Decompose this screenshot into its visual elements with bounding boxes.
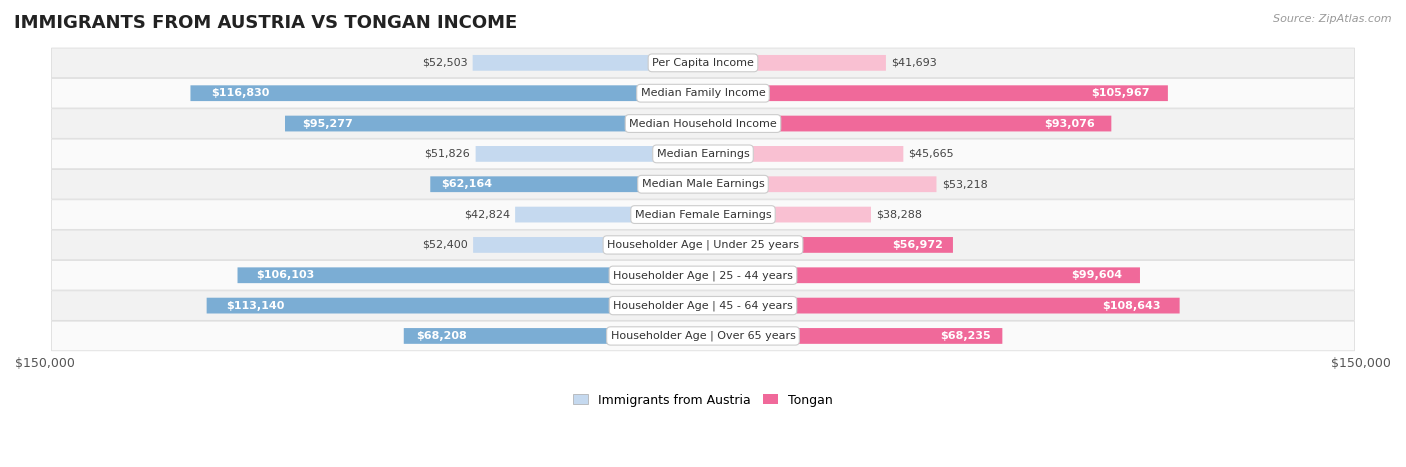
FancyBboxPatch shape	[703, 328, 1002, 344]
Text: $38,288: $38,288	[876, 210, 922, 219]
Text: $51,826: $51,826	[425, 149, 471, 159]
FancyBboxPatch shape	[52, 321, 1354, 351]
FancyBboxPatch shape	[52, 170, 1354, 199]
Text: $52,503: $52,503	[422, 58, 467, 68]
Text: $45,665: $45,665	[908, 149, 955, 159]
FancyBboxPatch shape	[475, 146, 703, 162]
FancyBboxPatch shape	[207, 298, 703, 313]
Text: Source: ZipAtlas.com: Source: ZipAtlas.com	[1274, 14, 1392, 24]
Text: $93,076: $93,076	[1045, 119, 1095, 128]
Text: $62,164: $62,164	[441, 179, 492, 189]
FancyBboxPatch shape	[52, 291, 1354, 320]
FancyBboxPatch shape	[52, 261, 1354, 290]
Text: $95,277: $95,277	[302, 119, 353, 128]
Text: Median Male Earnings: Median Male Earnings	[641, 179, 765, 189]
FancyBboxPatch shape	[515, 207, 703, 222]
FancyBboxPatch shape	[430, 177, 703, 192]
FancyBboxPatch shape	[285, 116, 703, 131]
Text: $105,967: $105,967	[1091, 88, 1149, 98]
FancyBboxPatch shape	[472, 237, 703, 253]
FancyBboxPatch shape	[703, 146, 903, 162]
FancyBboxPatch shape	[703, 237, 953, 253]
Text: $68,208: $68,208	[416, 331, 467, 341]
Text: Householder Age | 45 - 64 years: Householder Age | 45 - 64 years	[613, 300, 793, 311]
FancyBboxPatch shape	[703, 116, 1111, 131]
FancyBboxPatch shape	[52, 48, 1354, 78]
FancyBboxPatch shape	[52, 109, 1354, 138]
Text: Median Earnings: Median Earnings	[657, 149, 749, 159]
Text: $116,830: $116,830	[211, 88, 270, 98]
Text: Per Capita Income: Per Capita Income	[652, 58, 754, 68]
Legend: Immigrants from Austria, Tongan: Immigrants from Austria, Tongan	[568, 389, 838, 411]
FancyBboxPatch shape	[703, 55, 886, 71]
Text: IMMIGRANTS FROM AUSTRIA VS TONGAN INCOME: IMMIGRANTS FROM AUSTRIA VS TONGAN INCOME	[14, 14, 517, 32]
Text: $106,103: $106,103	[256, 270, 315, 280]
FancyBboxPatch shape	[238, 268, 703, 283]
Text: $113,140: $113,140	[226, 301, 285, 311]
Text: $108,643: $108,643	[1102, 301, 1160, 311]
Text: Householder Age | 25 - 44 years: Householder Age | 25 - 44 years	[613, 270, 793, 281]
FancyBboxPatch shape	[703, 85, 1168, 101]
FancyBboxPatch shape	[190, 85, 703, 101]
Text: Householder Age | Under 25 years: Householder Age | Under 25 years	[607, 240, 799, 250]
FancyBboxPatch shape	[703, 268, 1140, 283]
FancyBboxPatch shape	[703, 207, 870, 222]
Text: $41,693: $41,693	[891, 58, 936, 68]
FancyBboxPatch shape	[52, 200, 1354, 229]
Text: $99,604: $99,604	[1071, 270, 1122, 280]
FancyBboxPatch shape	[52, 230, 1354, 260]
FancyBboxPatch shape	[703, 298, 1180, 313]
Text: Median Family Income: Median Family Income	[641, 88, 765, 98]
Text: $42,824: $42,824	[464, 210, 510, 219]
Text: $56,972: $56,972	[891, 240, 943, 250]
Text: $68,235: $68,235	[939, 331, 990, 341]
Text: Householder Age | Over 65 years: Householder Age | Over 65 years	[610, 331, 796, 341]
Text: $52,400: $52,400	[422, 240, 468, 250]
FancyBboxPatch shape	[52, 139, 1354, 169]
FancyBboxPatch shape	[404, 328, 703, 344]
Text: Median Female Earnings: Median Female Earnings	[634, 210, 772, 219]
FancyBboxPatch shape	[703, 177, 936, 192]
FancyBboxPatch shape	[52, 78, 1354, 108]
Text: $53,218: $53,218	[942, 179, 987, 189]
Text: Median Household Income: Median Household Income	[628, 119, 778, 128]
FancyBboxPatch shape	[472, 55, 703, 71]
